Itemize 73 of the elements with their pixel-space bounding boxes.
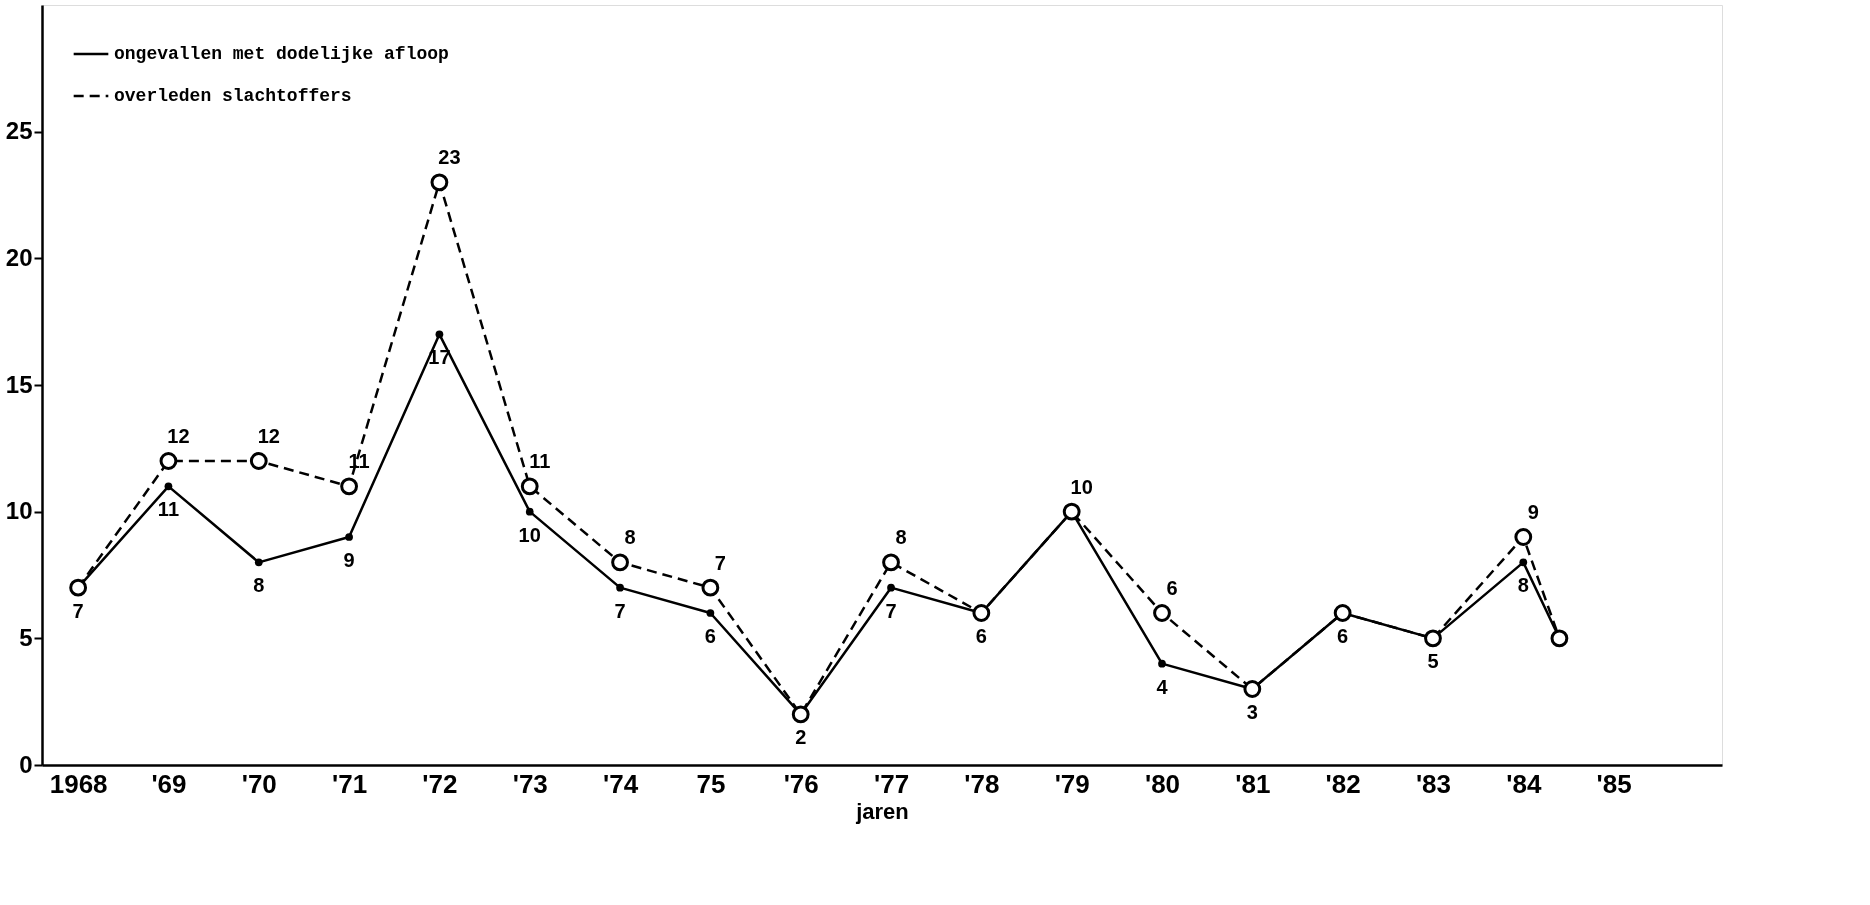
x-tick-label: '79 bbox=[1054, 768, 1090, 799]
data-label: 8 bbox=[624, 526, 636, 549]
data-label: 10 bbox=[518, 523, 541, 546]
point bbox=[706, 609, 715, 617]
x-tick-label: '72 bbox=[422, 768, 458, 799]
data-label: 8 bbox=[1517, 574, 1529, 597]
y-tick-label: 25 bbox=[5, 117, 33, 145]
data-label: 7 bbox=[714, 551, 726, 574]
x-tick-label: '78 bbox=[964, 768, 1000, 799]
x-tick-label: '73 bbox=[512, 768, 548, 799]
y-tick-label: 15 bbox=[5, 370, 33, 398]
point bbox=[249, 452, 268, 470]
x-tick-label: '69 bbox=[151, 768, 187, 799]
data-label: 8 bbox=[895, 526, 907, 549]
point bbox=[1519, 558, 1528, 567]
data-label: 12 bbox=[167, 425, 190, 447]
data-label: 11 bbox=[529, 450, 551, 473]
data-label: 10 bbox=[1070, 475, 1093, 498]
data-label: 12 bbox=[257, 425, 280, 447]
y-tick-label: 10 bbox=[5, 497, 33, 525]
point bbox=[520, 477, 539, 496]
x-tick-label: '84 bbox=[1506, 768, 1542, 799]
data-label: 7 bbox=[72, 599, 84, 622]
data-label: 6 bbox=[975, 625, 987, 647]
point bbox=[430, 173, 449, 192]
y-tick-label: 20 bbox=[5, 243, 33, 271]
x-tick-label: '71 bbox=[332, 768, 368, 799]
data-label: 6 bbox=[1337, 625, 1349, 647]
point bbox=[525, 507, 534, 516]
x-tick-label: '85 bbox=[1596, 768, 1632, 799]
data-label: 9 bbox=[1527, 501, 1539, 523]
data-label: 9 bbox=[343, 549, 355, 571]
data-label: 11 bbox=[157, 498, 180, 521]
data-label: 6 bbox=[704, 625, 716, 647]
point bbox=[1158, 659, 1166, 668]
data-label: 2 bbox=[795, 726, 807, 749]
point bbox=[164, 482, 173, 491]
legend-label: ongevallen met dodelijke afloop bbox=[114, 44, 449, 64]
x-tick-label: '81 bbox=[1235, 768, 1271, 799]
data-label: 7 bbox=[614, 599, 626, 622]
x-tick-label: '80 bbox=[1144, 768, 1181, 799]
point bbox=[701, 578, 720, 597]
point bbox=[616, 583, 624, 592]
x-tick-label: '77 bbox=[873, 768, 910, 799]
x-tick-label: 75 bbox=[696, 768, 726, 799]
point bbox=[1153, 604, 1171, 622]
data-label: 8 bbox=[253, 574, 265, 597]
x-tick-label: '74 bbox=[603, 768, 639, 799]
x-axis-title: jaren bbox=[855, 798, 909, 824]
data-label: 4 bbox=[1156, 675, 1169, 698]
data-label: 7 bbox=[885, 599, 897, 622]
x-tick-label: '76 bbox=[783, 768, 819, 799]
legend-label: overleden slachtoffers bbox=[114, 86, 352, 106]
data-label: 3 bbox=[1246, 701, 1258, 723]
point bbox=[1514, 528, 1533, 546]
y-tick-label: 0 bbox=[19, 750, 33, 778]
point bbox=[345, 533, 353, 541]
data-label: 11 bbox=[348, 450, 370, 473]
point bbox=[435, 330, 444, 339]
x-tick-label: '83 bbox=[1415, 768, 1452, 799]
point bbox=[887, 583, 895, 592]
data-label: 5 bbox=[1427, 650, 1439, 673]
point bbox=[340, 477, 359, 496]
point bbox=[882, 553, 900, 572]
data-label: 23 bbox=[438, 146, 461, 169]
point bbox=[611, 553, 629, 572]
point bbox=[254, 558, 263, 567]
y-tick-label: 5 bbox=[19, 623, 33, 651]
x-tick-label: '82 bbox=[1325, 768, 1361, 799]
data-label: 6 bbox=[1166, 577, 1178, 599]
x-tick-label: '70 bbox=[241, 768, 277, 799]
point bbox=[159, 452, 178, 470]
x-tick-label: 1968 bbox=[49, 768, 108, 799]
